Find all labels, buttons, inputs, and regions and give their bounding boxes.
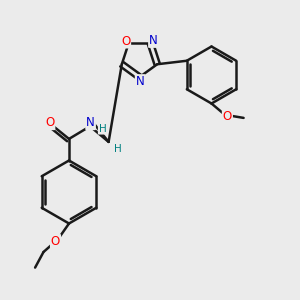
Text: H: H <box>99 124 106 134</box>
Text: N: N <box>136 75 145 88</box>
Text: O: O <box>51 235 60 248</box>
Text: O: O <box>121 34 130 48</box>
Text: N: N <box>86 116 95 129</box>
Text: H: H <box>114 143 122 154</box>
Text: O: O <box>45 116 54 129</box>
Text: O: O <box>223 110 232 123</box>
Text: N: N <box>149 34 158 47</box>
